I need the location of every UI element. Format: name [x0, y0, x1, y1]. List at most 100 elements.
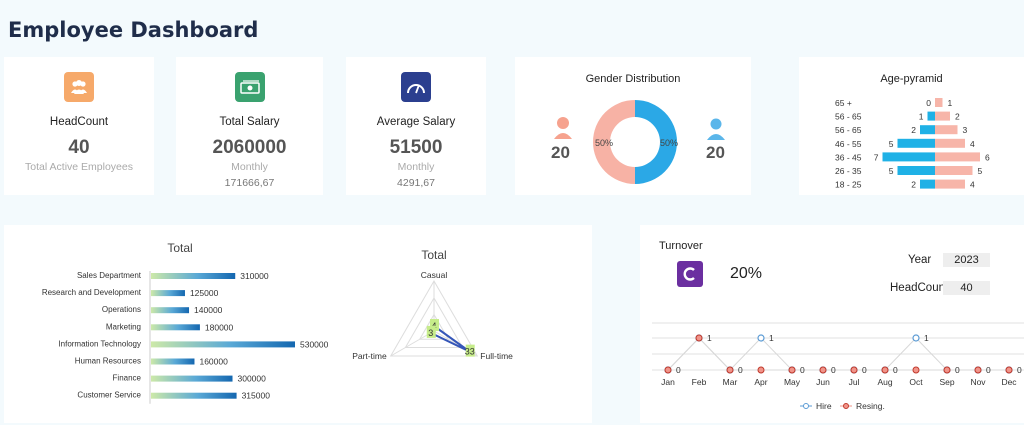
age-bar-right — [935, 179, 965, 189]
year-label: Year — [908, 254, 932, 266]
female-icon — [554, 117, 572, 139]
total-salary-card: Total Salary 2060000 Monthly 171666,67 — [176, 57, 323, 195]
line-point-label: 1 — [924, 333, 929, 343]
avg-salary-value: 51500 — [389, 137, 443, 158]
age-bar-left — [897, 138, 935, 148]
money-icon — [234, 72, 265, 102]
total-salary-label: Total Salary — [219, 116, 280, 128]
line-month-label: Mar — [723, 377, 738, 387]
resign-point — [1005, 366, 1013, 374]
headcount-card: HeadCount 40 Total Active Employees — [4, 57, 154, 195]
radar-axis-label: Full-time — [480, 351, 513, 361]
age-group-label: 46 - 55 — [835, 139, 862, 149]
resign-point — [943, 366, 951, 374]
headcount-value: 40 — [68, 137, 90, 158]
avg-salary-sub2: 4291,67 — [397, 177, 435, 189]
turnover-card: Turnover 20% Year 2023 HeadCount 40 0 Jan… — [640, 225, 1024, 423]
bar — [151, 375, 233, 382]
headcount-label-to: HeadCount — [890, 282, 949, 294]
resign-point — [695, 334, 703, 342]
bar-value-label: 125000 — [190, 288, 219, 298]
line-point-label: 0 — [676, 365, 681, 375]
gauge-icon — [401, 72, 431, 102]
resign-point — [974, 366, 982, 374]
age-bar-right — [935, 166, 973, 175]
male-icon — [707, 118, 725, 140]
bar-category-label: Sales Department — [77, 271, 142, 280]
age-right-value: 6 — [985, 152, 990, 162]
line-point-label: 0 — [955, 365, 960, 375]
age-left-value: 2 — [911, 125, 916, 135]
age-bar-left — [882, 152, 935, 162]
department-card: Total Sales Department 310000 Research and … — [4, 225, 592, 423]
age-bar-left — [920, 125, 935, 135]
line-point-label: 1 — [769, 333, 774, 343]
headcount-box: 40 — [943, 281, 990, 295]
radar-value-bg — [426, 325, 436, 338]
age-left-value: 2 — [911, 180, 916, 190]
age-left-value: 7 — [874, 152, 879, 162]
legend-resign-icon — [843, 403, 849, 409]
bar — [151, 392, 237, 399]
age-pyramid-svg: 65 +0 156 - 65 1 256 - 65 2 346 - 55 5 436 - 45… — [835, 98, 990, 190]
age-right-value: 4 — [970, 139, 975, 149]
line-month-label: Jun — [816, 377, 830, 387]
age-bar-right — [935, 125, 958, 135]
age-bar-left — [897, 166, 935, 175]
age-bar-right — [935, 98, 943, 107]
avg-salary-sub: Monthly — [397, 161, 435, 173]
legend-hire-label: Hire — [816, 401, 832, 411]
legend-resign-label: Resing. — [856, 401, 885, 411]
female-count: 20 — [551, 143, 570, 162]
line-point-label: 0 — [893, 365, 898, 375]
age-group-label: 56 - 65 — [835, 125, 862, 135]
age-left-value: 5 — [889, 166, 894, 176]
radar-value-bg — [465, 344, 475, 357]
bar-value-label: 530000 — [300, 339, 329, 349]
age-bar-left — [927, 111, 935, 121]
line-month-label: May — [784, 377, 801, 387]
age-bar-right — [935, 138, 965, 148]
line-point-label: 0 — [862, 365, 867, 375]
age-bar-left — [920, 179, 935, 189]
bar-value-label: 315000 — [242, 391, 271, 401]
bar-value-label: 160000 — [199, 357, 228, 367]
line-point-label: 0 — [831, 365, 836, 375]
avg-salary-card: Average Salary 51500 Monthly 4291,67 — [346, 57, 486, 195]
bar-category-label: Research and Development — [42, 288, 142, 297]
radar-value-label: 33 — [465, 347, 475, 357]
bar-category-label: Finance — [113, 374, 142, 383]
age-right-value: 2 — [955, 112, 960, 122]
line-month-label: Jul — [849, 377, 860, 387]
gender-title: Gender Distribution — [585, 73, 681, 85]
radar-grid — [404, 297, 464, 348]
line-month-label: Aug — [877, 377, 892, 387]
bar — [151, 273, 236, 279]
turnover-line-chart: 0Jan1Feb0Mar1Apr0May0Jun0Jul0Aug1Oct0Sep… — [652, 322, 1024, 411]
radar-value-label: 3 — [428, 328, 433, 338]
radar-value-bg — [430, 319, 439, 331]
age-right-value: 1 — [948, 98, 953, 108]
total-salary-value: 2060000 — [212, 137, 287, 158]
bar-value-label: 300000 — [238, 374, 267, 384]
resign-point — [664, 366, 672, 374]
total-salary-sub: Monthly — [231, 161, 268, 173]
bar-category-label: Operations — [102, 305, 141, 314]
age-left-value: 5 — [889, 139, 894, 149]
age-group-label: 18 - 25 — [835, 180, 862, 190]
male-count: 20 — [706, 143, 725, 162]
male-pct-label: 50% — [660, 138, 678, 148]
hire-point — [757, 334, 765, 342]
donut-male-slice — [635, 100, 677, 184]
year-selector[interactable]: 2023 — [943, 253, 990, 267]
age-left-value: 0 — [926, 98, 931, 108]
headcount-label: HeadCount — [49, 116, 109, 128]
line-point-label: 0 — [738, 365, 743, 375]
resign-point — [726, 366, 734, 374]
female-pct-label: 50% — [595, 138, 613, 148]
bar-value-label: 140000 — [194, 305, 223, 315]
resign-line — [667, 337, 1009, 371]
gender-donut-svg: 50% 50% 20 20 — [551, 100, 725, 184]
line-month-label: Nov — [970, 377, 986, 387]
